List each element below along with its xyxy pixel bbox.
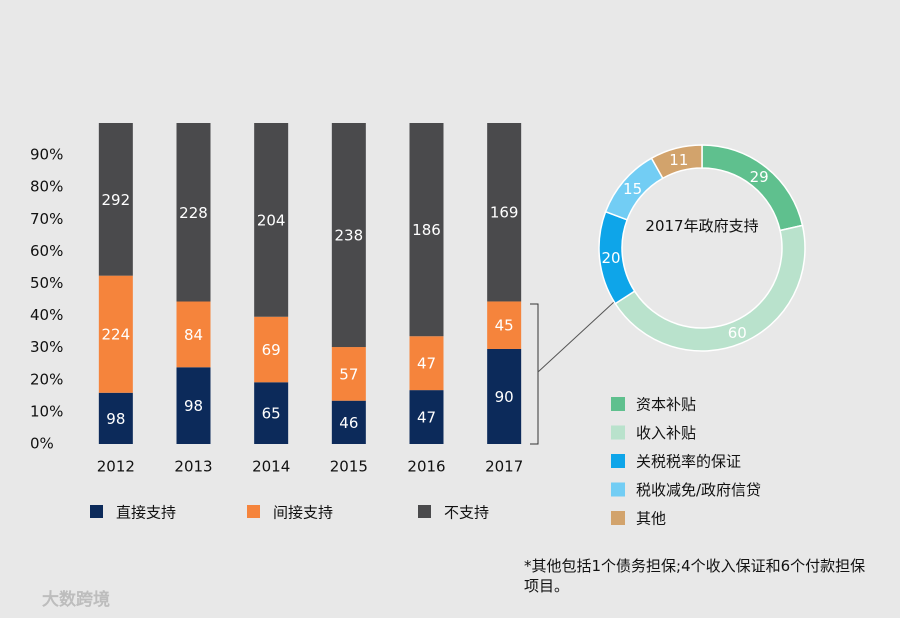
x-tick-label: 2013	[174, 458, 212, 476]
legend-label: 收入补贴	[636, 424, 696, 442]
x-tick-label: 2012	[97, 458, 135, 476]
bar-segment	[331, 123, 366, 348]
bar-segment	[176, 301, 211, 368]
y-tick-label: 20%	[30, 370, 63, 388]
data-label: 29	[750, 168, 769, 186]
bar-segment	[331, 347, 366, 401]
data-label: 20	[601, 249, 620, 267]
data-label: 47	[417, 355, 436, 373]
y-tick-label: 50%	[30, 274, 63, 292]
bar-segment	[409, 336, 444, 391]
data-label: 11	[669, 151, 688, 169]
y-tick-label: 80%	[30, 178, 63, 196]
data-label: 46	[339, 414, 358, 432]
legend-swatch	[611, 397, 625, 411]
x-tick-label: 2015	[330, 458, 368, 476]
data-label: 224	[102, 326, 131, 344]
legend-swatch	[611, 511, 625, 525]
y-tick-label: 70%	[30, 210, 63, 228]
donut-segment	[614, 224, 806, 352]
data-label: 15	[623, 180, 642, 198]
y-tick-label: 90%	[30, 146, 63, 164]
bar-segment	[487, 301, 522, 349]
data-label: 45	[495, 317, 514, 335]
legend-swatch	[247, 505, 260, 518]
y-tick-label: 40%	[30, 306, 63, 324]
legend-swatch	[611, 482, 625, 497]
bar-segment	[98, 275, 133, 393]
x-tick-label: 2016	[407, 458, 445, 476]
watermark: 大数跨境	[42, 590, 110, 610]
data-label: 228	[179, 204, 208, 222]
bar-segment	[487, 348, 522, 444]
legend-label: 间接支持	[273, 504, 333, 522]
data-label: 69	[262, 341, 281, 359]
legend-label: 关税税率的保证	[636, 453, 741, 471]
bracket-line	[530, 303, 539, 445]
data-label: 47	[417, 409, 436, 427]
bar-segment	[331, 400, 366, 444]
donut-segment	[650, 144, 703, 180]
data-label: 292	[102, 191, 131, 209]
data-label: 60	[728, 324, 747, 342]
y-tick-label: 0%	[30, 435, 54, 453]
data-label: 65	[262, 405, 281, 423]
data-label: 98	[106, 410, 125, 428]
legend-swatch	[418, 505, 431, 518]
bar-segment	[176, 123, 211, 302]
bar-segment	[176, 367, 211, 444]
legend-swatch	[611, 454, 625, 468]
legend-label: 资本补贴	[636, 396, 696, 414]
data-label: 90	[495, 388, 514, 406]
bar-segment	[254, 123, 289, 317]
y-tick-label: 60%	[30, 242, 63, 260]
bar-segment	[487, 123, 522, 302]
legend-label: 直接支持	[116, 504, 176, 522]
bar-segment	[254, 382, 289, 444]
x-tick-label: 2014	[252, 458, 290, 476]
connector-line	[537, 301, 615, 373]
data-label: 186	[412, 221, 441, 239]
y-tick-label: 30%	[30, 338, 63, 356]
bar-segment	[98, 392, 133, 444]
donut-title: 2017年政府支持	[645, 217, 759, 235]
data-label: 98	[184, 397, 203, 415]
legend-label: 税收减免/政府信贷	[636, 481, 761, 499]
bar-segment	[98, 123, 133, 276]
bar-segment	[254, 316, 289, 383]
footnote: *其他包括1个债务担保;4个收入保证和6个付款担保项目。	[524, 557, 866, 595]
y-tick-label: 10%	[30, 402, 63, 420]
bar-segment	[409, 390, 444, 444]
data-label: 57	[339, 365, 358, 383]
x-tick-label: 2017	[485, 458, 523, 476]
data-label: 169	[490, 204, 519, 222]
bracket	[530, 301, 615, 445]
legend-swatch	[90, 505, 103, 518]
data-label: 84	[184, 326, 203, 344]
data-label: 204	[257, 211, 286, 229]
legend-label: 其他	[636, 510, 666, 528]
legend-label: 不支持	[444, 504, 489, 522]
legend-swatch	[611, 425, 625, 440]
data-label: 238	[335, 227, 364, 245]
bar-segment	[409, 123, 444, 337]
